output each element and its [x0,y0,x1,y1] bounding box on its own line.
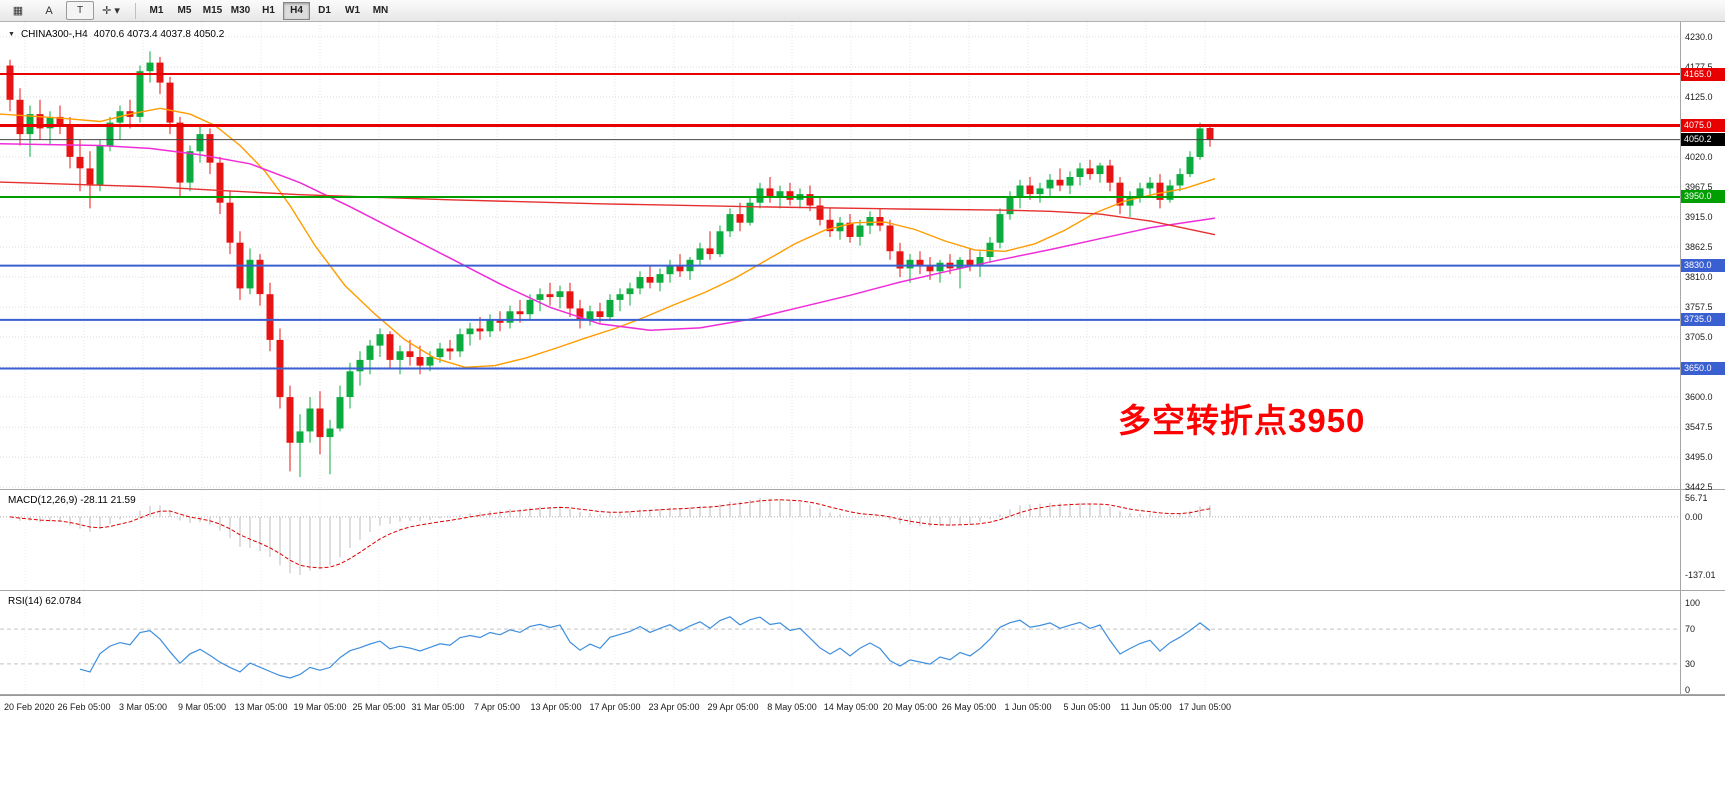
price-tick: 3495.0 [1685,452,1713,463]
main-chart-panel: 4230.04177.54125.04072.54020.03967.53915… [0,22,1725,493]
timeframe-h1[interactable]: H1 [262,5,275,16]
price-tick: 4125.0 [1685,91,1713,102]
date-label: 23 Apr 05:00 [648,702,700,712]
price-badge-3950.0: 3950.0 [1681,190,1725,204]
price-tick: 3757.5 [1685,302,1713,312]
price-badge-3650.0: 3650.0 [1681,361,1725,375]
timeframe-m15[interactable]: M15 [202,5,223,16]
macd-tick: -137.01 [1685,570,1716,580]
crosshair-icon[interactable]: ✛ ▾ [102,5,120,17]
macd-signal-line [9,499,1211,569]
annotation-a-icon[interactable]: A [45,4,53,17]
price-tick: 3810.0 [1685,272,1713,282]
ma-fast-orange [0,107,1216,369]
toolbar-separator [135,2,136,19]
chart-annotation: 多空转折点3950 [1118,402,1366,439]
price-tick: 4177.5 [1685,62,1713,72]
date-label: 17 Jun 05:00 [1178,702,1232,712]
date-label: 13 Mar 05:00 [234,702,288,712]
rsi-tick: 30 [1685,658,1696,669]
date-label: 1 Jun 05:00 [1004,702,1052,712]
date-label: 7 Apr 05:00 [473,702,521,712]
date-label: 20 May 05:00 [882,702,938,712]
macd-tick: 0.00 [1685,511,1703,522]
timeframe-m1[interactable]: M1 [149,5,164,16]
timeframe-w1[interactable]: W1 [345,5,360,16]
rsi-panel: 100 70 30 0 RSI(14) 62.0784 [0,591,1725,695]
price-tick: 3705.0 [1685,332,1713,343]
price-tick: 3547.5 [1685,422,1713,433]
rsi-scale[interactable]: 100 70 30 0 [1680,591,1725,695]
rsi-tick: 0 [1685,685,1691,695]
symbol-label: ▼ CHINA300-,H4 4070.6 4073.4 4037.8 4050… [8,29,224,40]
date-label: 19 Mar 05:00 [293,702,347,712]
main-chart[interactable] [0,22,1680,490]
text-label-icon[interactable]: T [66,1,94,20]
date-label: 31 Mar 05:00 [411,702,465,712]
date-label: 26 May 05:00 [941,702,997,712]
price-badge-4075.0: 4075.0 [1681,119,1725,132]
timeframe-d1[interactable]: D1 [318,5,331,16]
price-badge-3735.0: 3735.0 [1681,313,1725,327]
date-label: 17 Apr 05:00 [589,702,641,712]
timeframe-h4[interactable]: H4 [283,1,310,20]
price-tick: 3600.0 [1685,392,1713,403]
macd-histogram [19,498,1211,575]
macd-tick: 56.71 [1685,493,1708,503]
macd-scale[interactable]: 56.71 0.00 -137.01 [1680,490,1725,590]
date-label: 11 Jun 05:00 [1120,702,1172,712]
rsi-line [79,616,1211,679]
chart-window-icon[interactable]: ▦ [12,5,24,17]
macd-panel: 56.71 0.00 -137.01 MACD(12,26,9) -28.11 21… [0,490,1725,591]
timeframe-m5[interactable]: M5 [177,5,192,16]
date-label: 8 May 05:00 [767,702,817,712]
price-tick: 4230.0 [1685,31,1713,42]
chart-dropdown-icon: ▼ [8,31,15,38]
toolbar-icons: ▦ A T ✛ ▾ [4,1,128,20]
price-tick: 3915.0 [1685,211,1713,222]
rsi-tick: 70 [1685,624,1696,635]
ma-slow-red [0,181,1216,236]
date-label: 13 Apr 05:00 [530,702,582,712]
price-tick: 4020.0 [1685,151,1713,162]
rsi-tick: 100 [1685,598,1701,608]
timeframe-buttons: M1 M5 M15 M30 H1 H4 D1 W1 MN [143,1,395,20]
date-label: 9 Mar 05:00 [177,702,227,712]
ohlc-values: 4070.6 4073.4 4037.8 4050.2 [93,29,225,40]
time-axis[interactable]: 20 Feb 2020 26 Feb 05:00 3 Mar 05:00 9 Mar … [0,695,1725,721]
candles-layer [6,51,1214,478]
timeframe-m30[interactable]: M30 [230,5,251,16]
price-badge-4165.0: 4165.0 [1681,67,1725,81]
macd-label: MACD(12,26,9) -28.11 21.59 [8,495,136,506]
date-label: 14 May 05:00 [823,702,879,712]
date-label: 26 Feb 05:00 [57,702,111,712]
symbol-name: CHINA300-,H4 [20,29,88,40]
rsi-label: RSI(14) 62.0784 [8,596,82,607]
macd-chart[interactable] [0,490,1680,591]
price-scale[interactable]: 4230.04177.54125.04072.54020.03967.53915… [1680,22,1725,493]
timeframe-mn[interactable]: MN [372,5,389,16]
date-label: 3 Mar 05:00 [118,702,168,712]
date-label: 5 Jun 05:00 [1063,702,1111,712]
price-badge-4050.2: 4050.2 [1681,133,1725,147]
price-tick: 3442.5 [1685,482,1713,493]
toolbar: ▦ A T ✛ ▾ M1 M5 M15 M30 H1 H4 D1 W1 MN [0,0,1725,22]
price-badge-3830.0: 3830.0 [1681,259,1725,273]
date-label: 25 Mar 05:00 [352,702,406,712]
date-label: 29 Apr 05:00 [707,702,759,712]
price-tick: 3862.5 [1685,241,1713,252]
ma-mid-magenta [0,143,1216,331]
date-label: 20 Feb 2020 [4,702,55,712]
price-tick: 3967.5 [1685,181,1713,192]
rsi-chart[interactable] [0,591,1680,695]
